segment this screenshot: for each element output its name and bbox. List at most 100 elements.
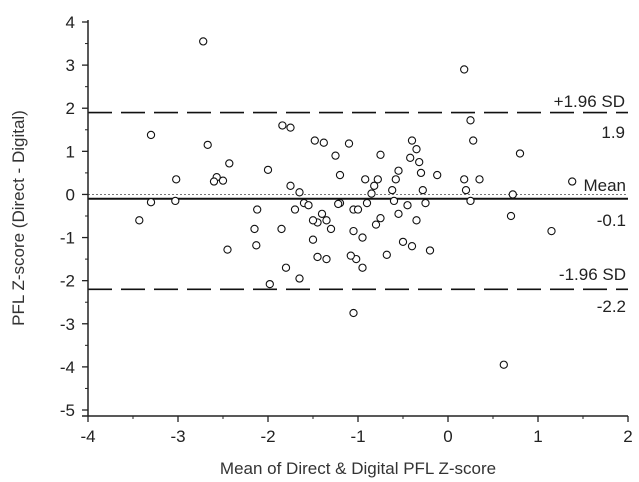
- data-point: [389, 196, 399, 206]
- data-point: [322, 254, 331, 264]
- data-point: [398, 237, 408, 247]
- data-point: [515, 149, 525, 158]
- data-point: [466, 196, 475, 206]
- data-point: [353, 205, 363, 214]
- data-point: [358, 233, 367, 242]
- x-tick-label: 1: [533, 427, 542, 446]
- y-tick-label: 0: [66, 185, 75, 204]
- lower-loa-value: -2.2: [597, 297, 626, 316]
- y-tick-label: -5: [60, 401, 75, 420]
- data-point: [460, 175, 469, 184]
- data-point: [358, 263, 367, 272]
- data-point: [475, 175, 484, 184]
- data-point: [295, 188, 304, 197]
- data-point: [421, 198, 430, 208]
- x-tick-label: -4: [80, 427, 95, 446]
- y-tick-label: -2: [60, 272, 75, 291]
- data-point: [412, 216, 421, 225]
- data-point: [252, 241, 261, 250]
- data-point: [407, 136, 417, 145]
- data-point: [508, 190, 517, 199]
- data-point: [290, 205, 300, 214]
- data-point: [376, 150, 385, 159]
- data-point: [373, 175, 382, 184]
- data-point: [286, 123, 295, 132]
- data-point: [394, 209, 403, 218]
- data-point: [286, 181, 295, 190]
- data-point: [146, 130, 156, 140]
- data-point: [346, 251, 355, 260]
- y-tick-label: 4: [66, 13, 75, 32]
- data-point: [461, 185, 471, 195]
- y-tick-label: -4: [60, 358, 75, 377]
- data-point: [308, 216, 318, 225]
- data-point: [349, 308, 358, 318]
- data-point: [394, 166, 403, 175]
- data-point: [209, 177, 219, 186]
- upper-loa-value: 1.9: [601, 123, 625, 142]
- data-point: [412, 145, 421, 154]
- data-point: [469, 136, 478, 145]
- data-point: [146, 198, 156, 207]
- data-point: [203, 140, 212, 150]
- data-point: [568, 177, 577, 186]
- x-tick-label: -1: [350, 427, 365, 446]
- data-point: [304, 201, 313, 210]
- x-tick-label: 2: [623, 427, 632, 446]
- data-point: [218, 176, 228, 185]
- data-point: [376, 214, 385, 223]
- x-axis-label: Mean of Direct & Digital PFL Z-score: [220, 459, 496, 478]
- data-point: [382, 250, 391, 259]
- data-point: [499, 360, 508, 369]
- data-point: [322, 216, 331, 225]
- mean-label: Mean: [583, 176, 626, 195]
- data-point: [310, 136, 319, 145]
- data-point: [418, 185, 427, 195]
- data-point: [199, 37, 208, 46]
- data-point: [263, 165, 273, 175]
- x-tick-label: -3: [170, 427, 185, 446]
- data-point: [416, 168, 426, 178]
- upper-loa-label: +1.96 SD: [554, 92, 625, 111]
- y-tick-label: -1: [60, 229, 75, 248]
- data-point: [425, 246, 435, 255]
- data-point: [308, 235, 318, 244]
- data-point: [326, 224, 336, 234]
- data-point: [403, 201, 412, 210]
- x-tick-label: -2: [260, 427, 275, 446]
- data-point: [223, 245, 232, 254]
- data-point: [172, 175, 181, 184]
- reference-labels: +1.96 SD 1.9 Mean -0.1 -1.96 SD -2.2: [554, 92, 626, 316]
- data-point: [349, 226, 358, 236]
- data-point: [277, 224, 286, 234]
- data-point: [362, 198, 372, 208]
- data-points: [135, 37, 577, 369]
- data-point: [407, 242, 417, 251]
- data-point: [367, 189, 376, 198]
- y-tick-label: 2: [66, 99, 75, 118]
- data-point: [334, 199, 343, 209]
- data-point: [433, 170, 442, 180]
- data-point: [506, 211, 516, 221]
- data-point: [388, 185, 397, 195]
- data-point: [460, 65, 469, 74]
- lower-loa-label: -1.96 SD: [559, 265, 626, 284]
- data-point: [253, 205, 262, 214]
- data-point: [278, 121, 287, 130]
- data-point: [361, 175, 370, 184]
- data-point: [265, 279, 274, 289]
- data-point: [415, 157, 424, 167]
- data-point: [370, 181, 379, 190]
- data-point: [547, 226, 556, 236]
- data-point: [331, 151, 340, 160]
- data-point: [344, 139, 354, 148]
- data-point: [281, 263, 291, 272]
- data-point: [313, 252, 322, 262]
- data-point: [371, 220, 381, 229]
- data-point: [335, 170, 345, 180]
- data-point: [171, 196, 180, 206]
- mean-value: -0.1: [597, 211, 626, 230]
- data-point: [391, 175, 400, 184]
- data-point: [135, 216, 144, 225]
